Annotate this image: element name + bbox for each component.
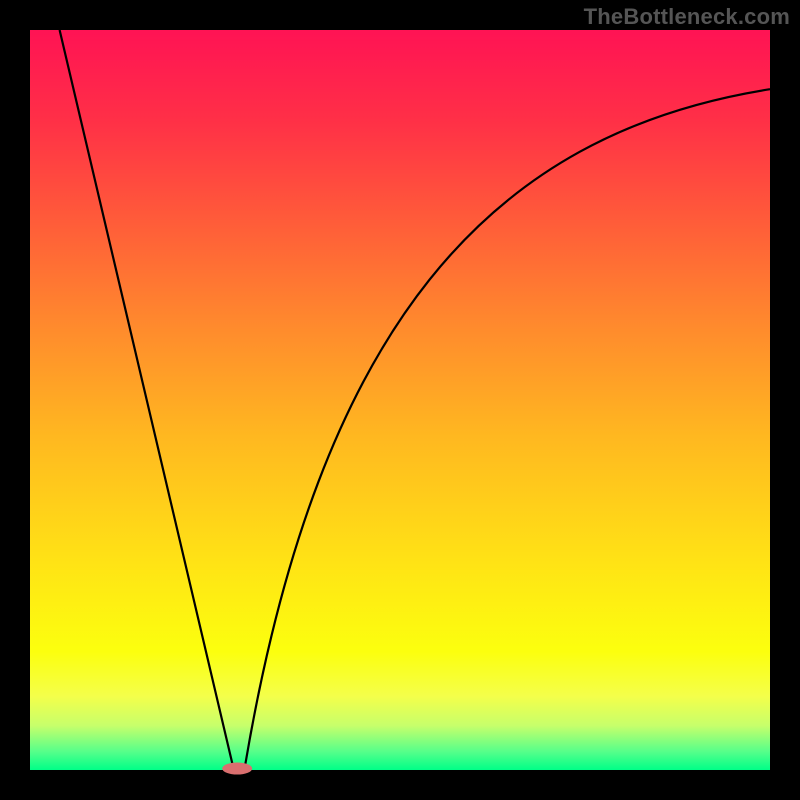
bottleneck-chart	[0, 0, 800, 800]
watermark-text: TheBottleneck.com	[584, 4, 790, 30]
chart-container: TheBottleneck.com	[0, 0, 800, 800]
plot-area	[30, 30, 770, 770]
optimum-marker	[222, 763, 252, 775]
